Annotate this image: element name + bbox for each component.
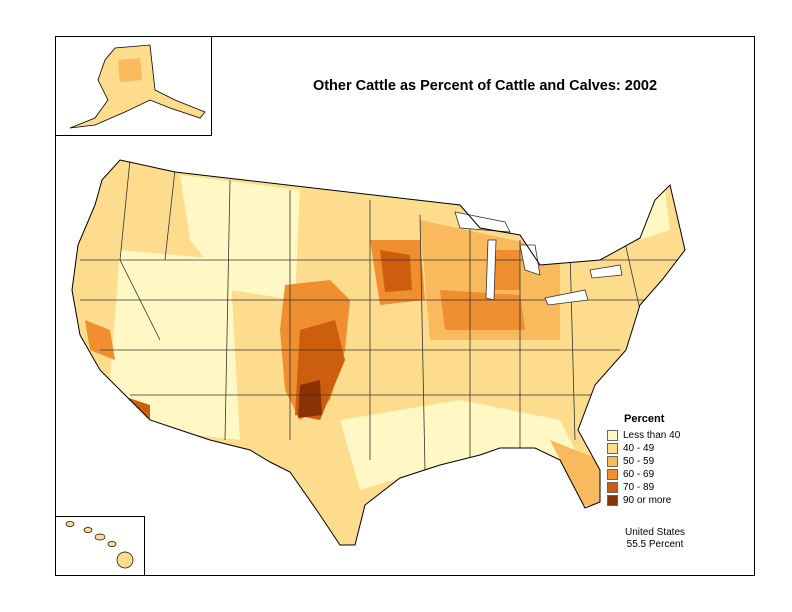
- legend-item: 40 - 49: [607, 442, 680, 455]
- legend-item: 50 - 59: [607, 455, 680, 468]
- legend-swatch: [607, 469, 618, 480]
- legend-label: 60 - 69: [623, 469, 655, 480]
- legend-item: 90 or more: [607, 494, 680, 507]
- legend-item: 70 - 89: [607, 481, 680, 494]
- hawaii-shape: [65, 521, 134, 569]
- summary-line-country: United States: [624, 527, 686, 538]
- legend-swatch: [607, 495, 618, 506]
- legend-item: 60 - 69: [607, 468, 680, 481]
- alaska-inset-frame: [55, 36, 212, 136]
- legend-label: 70 - 89: [623, 482, 655, 493]
- hawaii-inset-frame: [55, 516, 145, 576]
- legend-label: Less than 40: [623, 430, 681, 441]
- map-frame: [55, 36, 755, 576]
- legend-swatch: [607, 456, 618, 467]
- summary-line-value: 55.5 Percent: [626, 539, 684, 550]
- legend-label: 50 - 59: [623, 456, 655, 467]
- legend: Percent Less than 40 40 - 49 50 - 59 60 …: [607, 413, 680, 507]
- legend-item: Less than 40: [607, 429, 680, 442]
- map-title: Other Cattle as Percent of Cattle and Ca…: [312, 78, 658, 94]
- legend-swatch: [607, 482, 618, 493]
- state-boundaries: [80, 160, 685, 471]
- great-lakes: [454, 211, 623, 306]
- alaska-shape: [69, 44, 206, 129]
- legend-label: 90 or more: [623, 495, 672, 506]
- legend-swatch: [607, 443, 618, 454]
- legend-label: 40 - 49: [623, 443, 655, 454]
- legend-swatch: [607, 430, 618, 441]
- legend-title: Percent: [624, 413, 665, 425]
- us-summary: United States 55.5 Percent: [600, 527, 710, 551]
